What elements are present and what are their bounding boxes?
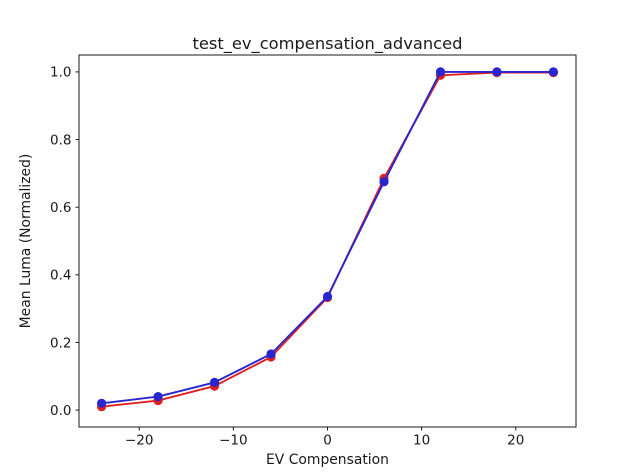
x-tick-label: −10 — [219, 433, 248, 449]
x-tick-label: −20 — [125, 433, 154, 449]
data-point-blue — [153, 392, 163, 402]
y-tick-label: 0.2 — [50, 335, 71, 351]
data-point-blue — [97, 398, 107, 408]
chart-title: test_ev_compensation_advanced — [193, 34, 463, 54]
data-point-blue — [492, 67, 502, 77]
x-tick-label: 10 — [413, 433, 430, 449]
data-point-blue — [266, 349, 276, 359]
plot-layer: −20 −10 0 10 20 0.0 0.2 0.4 0.6 0.8 1.0 — [50, 54, 577, 449]
y-tick-label: 0.6 — [50, 200, 71, 216]
data-point-blue — [548, 67, 559, 77]
y-tick-label: 1.0 — [50, 65, 71, 81]
y-tick-label: 0.4 — [50, 268, 71, 284]
data-point-blue — [209, 377, 220, 387]
x-tick-label: 0 — [323, 433, 332, 449]
plot-area — [79, 55, 576, 427]
data-point-blue — [379, 177, 389, 187]
data-point-blue — [435, 67, 446, 77]
data-point-blue — [322, 291, 333, 302]
y-tick-label: 0.0 — [50, 403, 71, 419]
x-axis-label: EV Compensation — [266, 452, 389, 468]
y-axis-label: Mean Luma (Normalized) — [18, 154, 34, 329]
x-tick-label: 20 — [507, 433, 524, 449]
y-tick-label: 0.8 — [50, 132, 71, 148]
axes-frame — [78, 54, 577, 428]
